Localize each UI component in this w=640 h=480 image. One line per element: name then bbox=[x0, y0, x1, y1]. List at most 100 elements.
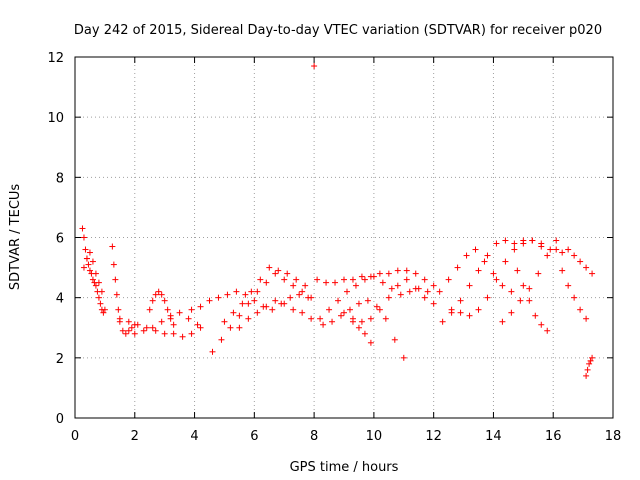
data-point bbox=[391, 336, 398, 343]
data-point bbox=[421, 276, 428, 283]
y-tick-label: 4 bbox=[56, 292, 64, 307]
data-point bbox=[526, 297, 533, 304]
data-point bbox=[514, 267, 521, 274]
data-point bbox=[266, 264, 273, 271]
data-point bbox=[293, 276, 300, 283]
data-point bbox=[346, 306, 353, 313]
data-points bbox=[79, 63, 596, 379]
grid bbox=[75, 57, 613, 418]
series-mid-arc-4 bbox=[341, 276, 437, 325]
data-point bbox=[115, 306, 122, 313]
data-point bbox=[218, 336, 225, 343]
x-tick-label: 0 bbox=[71, 429, 79, 444]
data-point bbox=[95, 294, 102, 301]
data-point bbox=[544, 327, 551, 334]
data-point bbox=[547, 246, 554, 253]
data-point bbox=[535, 270, 542, 277]
data-point bbox=[92, 270, 99, 277]
data-point bbox=[587, 357, 594, 364]
series-early-arc-a bbox=[79, 225, 108, 316]
data-point bbox=[577, 306, 584, 313]
data-point bbox=[355, 324, 362, 331]
y-tick-label: 12 bbox=[47, 51, 64, 66]
data-point bbox=[209, 348, 216, 355]
data-point bbox=[583, 372, 590, 379]
data-point bbox=[520, 282, 527, 289]
data-point bbox=[481, 258, 488, 265]
data-point bbox=[89, 258, 96, 265]
x-tick-label: 4 bbox=[190, 429, 198, 444]
data-point bbox=[412, 270, 419, 277]
data-point bbox=[161, 330, 168, 337]
data-point bbox=[125, 318, 132, 325]
data-point bbox=[233, 288, 240, 295]
x-tick-label: 12 bbox=[425, 429, 442, 444]
data-point bbox=[583, 315, 590, 322]
data-point bbox=[149, 297, 156, 304]
data-point bbox=[86, 267, 93, 274]
y-tick-label: 2 bbox=[56, 352, 64, 367]
data-point bbox=[499, 282, 506, 289]
y-tick-label: 10 bbox=[47, 111, 64, 126]
series-rise-arc-3 bbox=[221, 264, 309, 325]
data-point bbox=[475, 306, 482, 313]
data-point bbox=[394, 267, 401, 274]
data-point bbox=[80, 264, 87, 271]
data-point bbox=[290, 306, 297, 313]
data-point bbox=[565, 246, 572, 253]
data-point bbox=[116, 315, 123, 322]
series-mid-arc-3 bbox=[320, 297, 407, 361]
data-point bbox=[335, 297, 342, 304]
data-point bbox=[245, 300, 252, 307]
data-point bbox=[502, 258, 509, 265]
data-point bbox=[376, 270, 383, 277]
data-point bbox=[82, 246, 89, 253]
data-point bbox=[553, 237, 560, 244]
data-point bbox=[92, 282, 99, 289]
data-point bbox=[158, 318, 165, 325]
plot-frame bbox=[74, 56, 614, 419]
data-point bbox=[421, 294, 428, 301]
data-point bbox=[508, 309, 515, 316]
x-tick-label: 8 bbox=[310, 429, 318, 444]
data-point bbox=[296, 291, 303, 298]
data-point bbox=[484, 252, 491, 259]
data-point bbox=[484, 294, 491, 301]
data-point bbox=[364, 297, 371, 304]
data-point bbox=[80, 234, 87, 241]
data-point bbox=[290, 282, 297, 289]
data-point bbox=[197, 324, 204, 331]
data-point bbox=[490, 270, 497, 277]
data-point bbox=[79, 225, 86, 232]
data-point bbox=[242, 291, 249, 298]
data-point bbox=[125, 327, 132, 334]
data-point bbox=[499, 318, 506, 325]
data-point bbox=[188, 306, 195, 313]
data-point bbox=[185, 315, 192, 322]
series-bump-arc bbox=[146, 288, 177, 328]
data-point bbox=[388, 285, 395, 292]
data-point bbox=[517, 297, 524, 304]
data-point bbox=[457, 309, 464, 316]
data-point bbox=[341, 309, 347, 316]
data-point bbox=[284, 270, 291, 277]
data-point bbox=[589, 270, 596, 277]
data-point bbox=[302, 282, 309, 289]
data-point bbox=[188, 330, 195, 337]
data-point bbox=[308, 315, 315, 322]
data-point bbox=[215, 294, 222, 301]
data-point bbox=[287, 294, 294, 301]
data-point bbox=[538, 243, 545, 250]
data-point bbox=[89, 276, 96, 283]
data-point bbox=[98, 288, 105, 295]
data-point bbox=[100, 309, 107, 316]
series-mid-arc-1 bbox=[314, 267, 437, 289]
data-point bbox=[179, 333, 186, 340]
data-point bbox=[385, 294, 392, 301]
data-point bbox=[403, 267, 410, 274]
data-point bbox=[281, 276, 288, 283]
data-point bbox=[559, 267, 566, 274]
series-rise-arc-2 bbox=[188, 288, 312, 313]
data-point bbox=[326, 306, 333, 313]
data-point bbox=[134, 321, 141, 328]
